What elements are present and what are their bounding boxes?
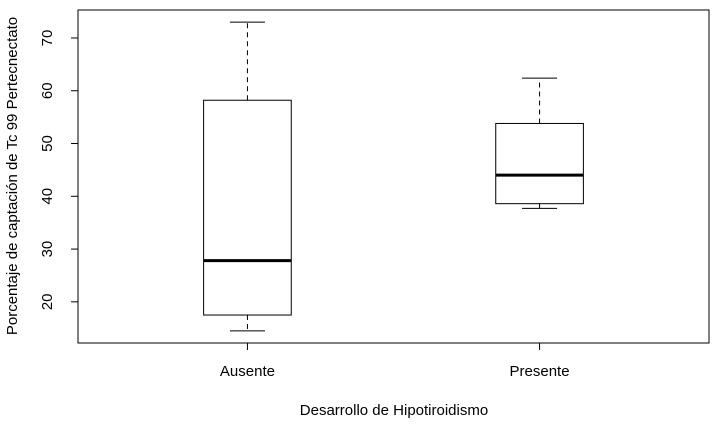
y-tick-label: 20 (39, 293, 56, 310)
y-tick-label: 30 (39, 241, 56, 258)
y-tick-label: 40 (39, 188, 56, 205)
plot-frame (77, 9, 710, 344)
box (495, 122, 584, 205)
x-axis-label: Desarrollo de Hipotiroidismo (300, 402, 488, 419)
x-tick-label: Ausente (220, 363, 275, 380)
y-tick-label: 70 (39, 30, 56, 47)
y-axis-label: Porcentaje de captación de Tc 99 Pertecn… (4, 17, 21, 335)
box (203, 99, 292, 316)
y-tick-label: 50 (39, 135, 56, 152)
x-tick-label: Presente (510, 363, 570, 380)
y-tick-label: 60 (39, 82, 56, 99)
